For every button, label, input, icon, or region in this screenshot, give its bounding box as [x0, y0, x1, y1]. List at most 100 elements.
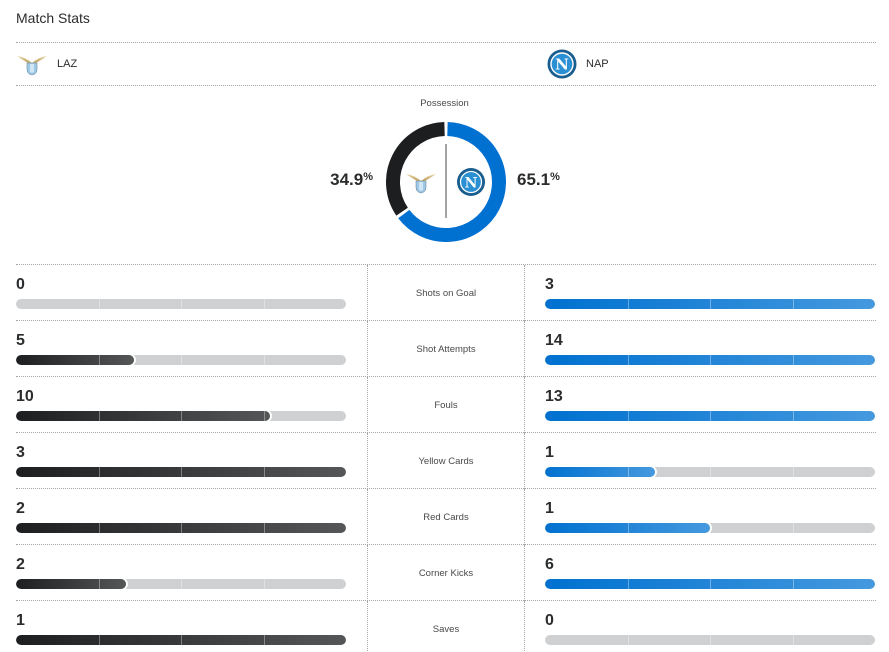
possession-donut: N [386, 122, 506, 242]
home-stat-bar-fill [16, 355, 134, 365]
stat-label: Shots on Goal [367, 265, 525, 321]
home-stat-value: 1 [16, 612, 25, 629]
away-stat-value: 6 [545, 556, 554, 573]
bar-segment-tick [181, 355, 182, 365]
percent-sign: % [550, 171, 560, 183]
bar-segment-tick [627, 579, 629, 589]
bar-segment-tick [627, 467, 629, 477]
away-stat-value: 0 [545, 612, 554, 629]
bar-segment-tick [98, 467, 100, 477]
bar-segment-tick [710, 523, 711, 533]
home-stat-value: 5 [16, 332, 25, 349]
bar-segment-tick [263, 299, 265, 309]
bar-segment-tick [98, 355, 100, 365]
bar-segment-tick [792, 411, 794, 421]
home-possession-number: 34.9 [330, 170, 364, 189]
home-stat-bar [16, 299, 346, 309]
bar-segment-tick [710, 635, 711, 645]
bar-segment-tick [98, 579, 100, 589]
away-team-abbr: NAP [586, 58, 609, 70]
home-team-header: LAZ [16, 51, 77, 77]
bar-segment-tick [263, 467, 265, 477]
home-stat-value: 2 [16, 500, 25, 517]
away-stat-value: 1 [545, 500, 554, 517]
home-stat-value: 0 [16, 276, 25, 293]
away-possession-value: 65.1% [517, 170, 560, 190]
bar-segment-tick [792, 523, 794, 533]
bar-segment-tick [263, 635, 265, 645]
bar-segment-tick [792, 467, 794, 477]
home-stat-bar [16, 635, 346, 645]
stat-row-corner-kicks: 2 Corner Kicks 6 [16, 545, 876, 601]
svg-text:N: N [465, 176, 478, 192]
bar-segment-tick [627, 635, 629, 645]
bar-segment-tick [98, 299, 100, 309]
away-stat-value: 14 [545, 332, 563, 349]
home-stat-bar [16, 579, 346, 589]
away-stat-bar-fill [545, 579, 875, 589]
divider [16, 42, 876, 43]
home-stat-value: 3 [16, 444, 25, 461]
bar-segment-tick [792, 635, 794, 645]
bar-segment-tick [710, 299, 711, 309]
bar-segment-tick [181, 579, 182, 589]
bar-segment-tick [792, 299, 794, 309]
lazio-crest-icon [406, 174, 436, 194]
percent-sign: % [363, 171, 373, 183]
away-team-header: N NAP [547, 49, 609, 79]
stat-label: Saves [367, 601, 525, 652]
away-stat-bar-fill [545, 355, 875, 365]
bar-segment-tick [710, 355, 711, 365]
stat-label: Yellow Cards [367, 433, 525, 489]
stat-row-shot-attempts: 5 Shot Attempts 14 [16, 321, 876, 377]
stat-row-saves: 1 Saves 0 [16, 601, 876, 652]
away-stat-bar [545, 467, 875, 477]
home-stat-bar-fill [16, 411, 270, 421]
stat-row-yellow-cards: 3 Yellow Cards 1 [16, 433, 876, 489]
bar-segment-tick [181, 635, 182, 645]
home-stat-bar [16, 467, 346, 477]
home-stat-bar [16, 411, 346, 421]
bar-segment-tick [627, 355, 629, 365]
bar-segment-tick [263, 411, 265, 421]
bar-segment-tick [710, 411, 711, 421]
home-team-abbr: LAZ [57, 58, 78, 70]
bar-segment-tick [181, 523, 182, 533]
bar-segment-tick [263, 523, 265, 533]
stat-row-fouls: 10 Fouls 13 [16, 377, 876, 433]
bar-segment-tick [710, 579, 711, 589]
stat-label: Shot Attempts [367, 321, 525, 377]
away-stat-value: 3 [545, 276, 554, 293]
away-stat-bar [545, 523, 875, 533]
match-stats-title: Match Stats [16, 10, 90, 26]
home-stat-bar-fill [16, 635, 346, 645]
away-stat-bar [545, 355, 875, 365]
away-stat-bar-fill [545, 411, 875, 421]
away-stat-bar [545, 635, 875, 645]
away-stat-bar [545, 299, 875, 309]
napoli-crest-icon: N [457, 168, 485, 196]
home-stat-value: 2 [16, 556, 25, 573]
bar-segment-tick [710, 467, 711, 477]
away-stat-bar-fill [545, 523, 710, 533]
bar-segment-tick [181, 467, 182, 477]
away-stat-value: 13 [545, 388, 563, 405]
away-possession-arc [398, 122, 506, 242]
svg-text:N: N [555, 56, 569, 74]
stat-row-shots-on-goal: 0 Shots on Goal 3 [16, 265, 876, 321]
home-possession-arc [386, 122, 446, 216]
home-stat-bar-fill [16, 579, 126, 589]
bar-segment-tick [98, 523, 100, 533]
home-stat-bar [16, 523, 346, 533]
away-stat-bar-fill [545, 299, 875, 309]
possession-label: Possession [420, 98, 469, 109]
napoli-crest-icon: N [547, 49, 577, 79]
home-possession-value: 34.9% [330, 170, 373, 190]
bar-segment-tick [627, 299, 629, 309]
bar-segment-tick [98, 635, 100, 645]
stat-label: Corner Kicks [367, 545, 525, 601]
away-stat-bar [545, 579, 875, 589]
home-stat-value: 10 [16, 388, 34, 405]
stat-label: Red Cards [367, 489, 525, 545]
stats-table: 0 Shots on Goal 3 5 Shot Attempts 14 10 … [16, 264, 876, 652]
